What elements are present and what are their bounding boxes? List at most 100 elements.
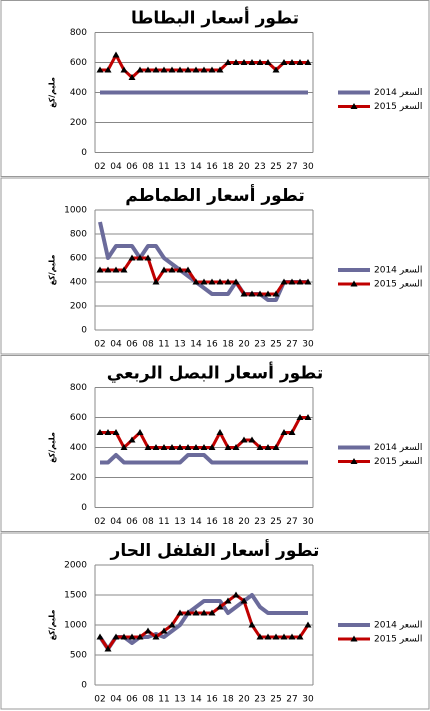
marker xyxy=(168,621,176,628)
marker xyxy=(224,59,232,65)
x-tick-label: 06 xyxy=(126,162,138,172)
marker xyxy=(144,66,152,73)
marker xyxy=(288,633,296,640)
marker xyxy=(208,66,216,73)
y-tick-label: 0 xyxy=(81,148,87,158)
marker xyxy=(256,444,264,450)
marker xyxy=(152,278,160,285)
x-tick-label: 04 xyxy=(110,340,122,350)
marker xyxy=(280,429,288,435)
marker xyxy=(232,591,240,598)
marker xyxy=(224,278,232,285)
x-tick-label: 18 xyxy=(222,517,234,527)
x-tick-label: 23 xyxy=(254,517,265,527)
legend-label: السعر 2014 xyxy=(374,443,422,453)
x-tick-label: 27 xyxy=(286,162,297,172)
marker xyxy=(296,414,304,420)
legend-label: السعر 2015 xyxy=(374,102,422,112)
marker xyxy=(168,444,176,450)
marker xyxy=(192,66,200,73)
x-tick-label: 14 xyxy=(190,340,202,350)
x-tick-label: 25 xyxy=(270,695,281,705)
x-tick-label: 13 xyxy=(174,517,185,527)
x-tick-label: 27 xyxy=(286,695,297,705)
marker xyxy=(240,436,248,443)
marker xyxy=(136,254,144,261)
marker xyxy=(144,254,152,261)
marker xyxy=(136,429,144,435)
y-tick-label: 400 xyxy=(70,443,87,453)
marker xyxy=(296,59,304,65)
x-tick-label: 25 xyxy=(270,340,281,350)
marker xyxy=(200,278,208,285)
marker xyxy=(280,278,288,285)
marker xyxy=(136,633,144,640)
marker xyxy=(224,597,232,604)
marker xyxy=(224,444,232,450)
marker xyxy=(184,609,192,616)
marker xyxy=(272,444,280,450)
marker xyxy=(256,59,264,65)
legend-marker xyxy=(350,280,358,287)
x-tick-label: 13 xyxy=(174,162,185,172)
marker xyxy=(192,609,200,616)
y-tick-label: 1500 xyxy=(64,591,87,601)
marker xyxy=(280,59,288,65)
chart-panel: تطور أسعار البطاطا 0 200 400 600 800 مليم/كغ 02… xyxy=(0,0,430,177)
x-tick-label: 20 xyxy=(238,695,250,705)
series-line xyxy=(98,593,308,651)
x-tick-label: 23 xyxy=(254,695,265,705)
x-tick-label: 08 xyxy=(142,695,154,705)
marker xyxy=(248,59,256,65)
x-tick-label: 06 xyxy=(126,517,138,527)
marker xyxy=(168,66,176,73)
x-tick-label: 16 xyxy=(206,162,218,172)
marker xyxy=(128,254,136,261)
marker xyxy=(200,66,208,73)
marker xyxy=(176,66,184,73)
x-tick-label: 30 xyxy=(302,695,314,705)
y-tick-label: 500 xyxy=(70,651,87,661)
marker xyxy=(96,266,104,273)
marker xyxy=(248,290,256,297)
marker xyxy=(304,414,312,420)
marker xyxy=(184,66,192,73)
marker xyxy=(232,278,240,285)
y-tick-label: 200 xyxy=(70,118,87,128)
legend-label: السعر 2014 xyxy=(374,266,422,276)
y-tick-label: 2000 xyxy=(64,561,87,571)
marker xyxy=(144,444,152,450)
marker xyxy=(296,278,304,285)
y-tick-label: 600 xyxy=(70,413,87,423)
marker xyxy=(120,266,128,273)
x-tick-label: 16 xyxy=(206,695,218,705)
x-tick-label: 27 xyxy=(286,340,297,350)
x-tick-label: 27 xyxy=(286,517,297,527)
marker xyxy=(304,59,312,65)
marker xyxy=(120,66,128,73)
y-tick-label: 1000 xyxy=(64,206,87,216)
marker xyxy=(96,66,104,73)
marker xyxy=(128,633,136,640)
x-tick-label: 30 xyxy=(302,340,314,350)
marker xyxy=(264,59,272,65)
marker xyxy=(272,633,280,640)
marker xyxy=(304,278,312,285)
marker xyxy=(304,621,312,628)
marker xyxy=(152,633,160,640)
x-tick-label: 04 xyxy=(110,695,122,705)
y-tick-label: 200 xyxy=(70,473,87,483)
marker xyxy=(160,66,168,73)
marker xyxy=(176,609,184,616)
marker xyxy=(104,66,112,73)
marker xyxy=(216,603,224,610)
x-tick-label: 11 xyxy=(158,517,169,527)
marker xyxy=(232,59,240,65)
marker xyxy=(120,444,128,450)
legend-label: السعر 2015 xyxy=(374,280,422,290)
marker xyxy=(280,633,288,640)
marker xyxy=(264,444,272,450)
marker xyxy=(216,66,224,73)
marker xyxy=(96,633,104,640)
